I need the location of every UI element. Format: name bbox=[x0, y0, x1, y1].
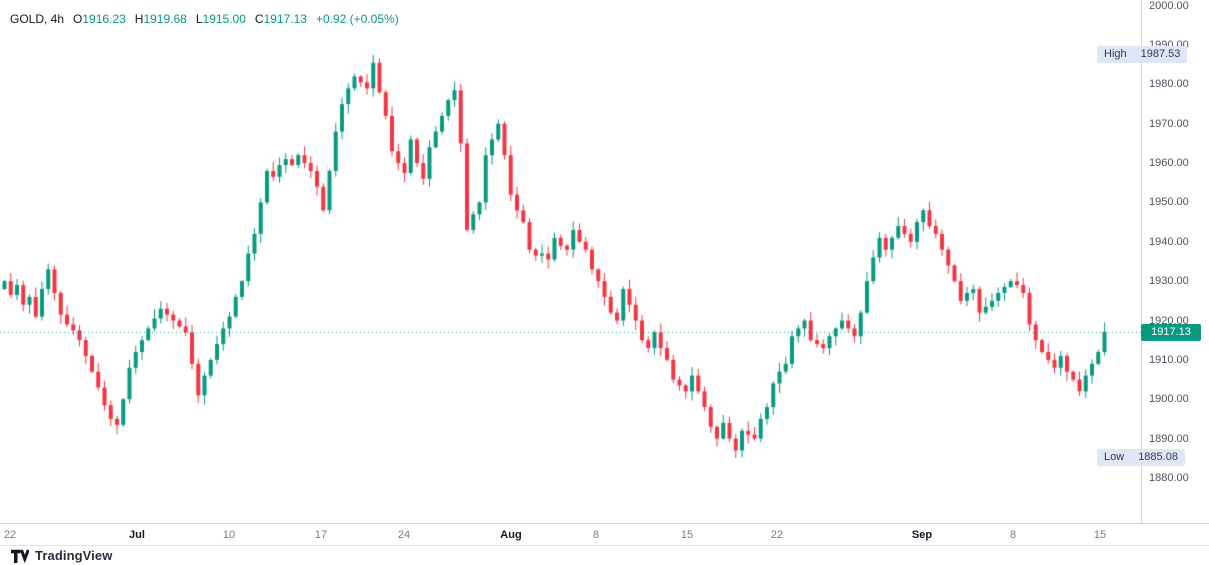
y-axis-label: 1900.00 bbox=[1149, 393, 1189, 406]
x-axis-day-label: 8 bbox=[1009, 529, 1017, 541]
y-axis-label: 1980.00 bbox=[1149, 78, 1189, 91]
footer: TradingView bbox=[0, 545, 1209, 565]
x-axis-month-label: Aug bbox=[500, 529, 522, 541]
symbol-legend: GOLD, 4h O1916.23 H1919.68 L1915.00 C191… bbox=[10, 12, 399, 26]
low-value: 1885.08 bbox=[1138, 450, 1178, 463]
price-pane[interactable] bbox=[0, 0, 1141, 523]
x-axis-day-label: 24 bbox=[397, 529, 411, 541]
y-axis-label: 1940.00 bbox=[1149, 235, 1189, 248]
x-axis-month-label: Jul bbox=[129, 529, 145, 541]
x-axis-day-label: 15 bbox=[680, 529, 694, 541]
y-axis-label: 1930.00 bbox=[1149, 275, 1189, 288]
high-value: 1987.53 bbox=[1140, 47, 1181, 60]
y-axis-label: 1910.00 bbox=[1149, 353, 1189, 366]
high-price-label: High 1987.53 bbox=[1097, 45, 1188, 63]
y-axis-label: 1880.00 bbox=[1149, 471, 1189, 484]
x-axis-day-label: 22 bbox=[770, 529, 784, 541]
symbol-title[interactable]: GOLD, 4h bbox=[10, 12, 65, 26]
tradingview-logo-icon bbox=[11, 548, 29, 563]
legend-high: H1919.68 bbox=[134, 12, 187, 26]
legend-low: L1915.00 bbox=[195, 12, 246, 26]
x-axis-day-label: 17 bbox=[314, 529, 328, 541]
y-axis-label: 1890.00 bbox=[1149, 432, 1189, 445]
y-axis-label: 1970.00 bbox=[1149, 117, 1189, 130]
y-axis-label: 1950.00 bbox=[1149, 196, 1189, 209]
x-axis-day-label: 10 bbox=[222, 529, 236, 541]
x-axis-month-label: Sep bbox=[911, 529, 933, 541]
x-axis-day-label: 8 bbox=[592, 529, 600, 541]
chart-canvas[interactable] bbox=[0, 0, 1141, 523]
tradingview-brand-text: TradingView bbox=[35, 548, 113, 563]
time-axis[interactable]: 22 Jul 10 17 24 Aug 8 15 22 Sep 8 15 bbox=[0, 523, 1209, 546]
y-axis-label: 1960.00 bbox=[1149, 157, 1189, 170]
legend-open: O1916.23 bbox=[73, 12, 126, 26]
last-price-badge: 1917.13 bbox=[1141, 323, 1201, 341]
change-value: +0.92 (+0.05%) bbox=[315, 12, 399, 26]
low-price-label: Low 1885.08 bbox=[1097, 448, 1185, 466]
tradingview-link[interactable]: TradingView bbox=[10, 548, 112, 563]
low-label: Low bbox=[1104, 450, 1125, 463]
x-axis-day-label: 22 bbox=[3, 529, 17, 541]
high-label: High bbox=[1104, 47, 1127, 60]
legend-close: C1917.13 bbox=[254, 12, 307, 26]
y-axis-label: 1920.00 bbox=[1149, 314, 1189, 327]
x-axis-day-label: 15 bbox=[1093, 529, 1107, 541]
y-axis-label: 2000.00 bbox=[1149, 0, 1189, 12]
